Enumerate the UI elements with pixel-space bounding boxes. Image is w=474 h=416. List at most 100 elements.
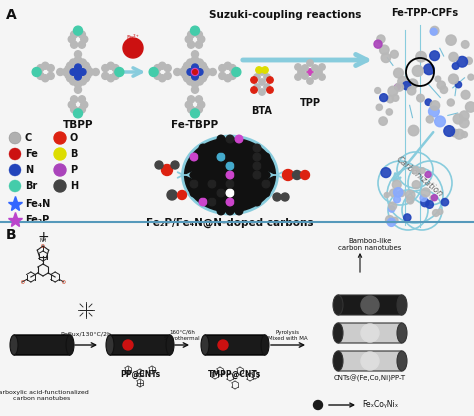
Circle shape <box>224 62 231 69</box>
Circle shape <box>264 74 270 80</box>
FancyBboxPatch shape <box>205 335 265 355</box>
Circle shape <box>199 162 207 170</box>
Circle shape <box>194 71 196 73</box>
Circle shape <box>188 41 195 48</box>
Circle shape <box>74 86 82 93</box>
Circle shape <box>47 72 54 79</box>
Circle shape <box>191 51 199 58</box>
Circle shape <box>195 106 202 113</box>
Circle shape <box>194 71 196 73</box>
Circle shape <box>217 180 225 188</box>
Circle shape <box>395 84 401 90</box>
Circle shape <box>204 69 211 76</box>
Circle shape <box>253 171 261 179</box>
Circle shape <box>408 125 419 136</box>
Circle shape <box>465 57 473 64</box>
Text: +: + <box>37 230 49 244</box>
Circle shape <box>35 69 42 76</box>
Text: Fe²⁺: Fe²⁺ <box>127 35 139 40</box>
Circle shape <box>295 74 301 80</box>
Circle shape <box>461 90 470 99</box>
Text: N: N <box>25 165 33 175</box>
Circle shape <box>217 135 225 143</box>
Circle shape <box>208 189 216 197</box>
Text: TBPP: TBPP <box>63 120 93 130</box>
Circle shape <box>262 162 270 170</box>
Circle shape <box>194 71 196 73</box>
Circle shape <box>398 77 408 87</box>
Ellipse shape <box>397 323 407 343</box>
Circle shape <box>244 144 252 152</box>
Circle shape <box>398 190 405 197</box>
Circle shape <box>154 72 161 79</box>
FancyBboxPatch shape <box>338 323 402 343</box>
Circle shape <box>295 64 301 70</box>
Circle shape <box>408 79 418 89</box>
Circle shape <box>65 65 73 72</box>
Circle shape <box>78 96 85 103</box>
Circle shape <box>164 64 171 72</box>
Circle shape <box>312 73 318 79</box>
Circle shape <box>190 162 198 170</box>
Text: PP@CNTs: PP@CNTs <box>120 370 160 379</box>
Circle shape <box>468 74 474 80</box>
Circle shape <box>208 198 216 206</box>
Circle shape <box>191 108 199 115</box>
Circle shape <box>232 67 241 77</box>
Circle shape <box>62 69 69 76</box>
Ellipse shape <box>261 335 269 355</box>
Circle shape <box>159 75 166 82</box>
Text: Fe: Fe <box>25 149 38 159</box>
Circle shape <box>316 69 322 75</box>
Circle shape <box>430 51 439 61</box>
Circle shape <box>201 65 208 72</box>
Text: B: B <box>70 149 77 159</box>
Circle shape <box>208 144 216 152</box>
Circle shape <box>54 148 66 160</box>
Circle shape <box>312 65 318 71</box>
Circle shape <box>82 62 90 69</box>
Circle shape <box>77 71 79 73</box>
Text: C: C <box>25 133 32 143</box>
Circle shape <box>437 81 446 89</box>
Circle shape <box>395 83 403 91</box>
Circle shape <box>441 198 448 206</box>
Circle shape <box>452 63 459 69</box>
FancyBboxPatch shape <box>338 295 402 315</box>
Circle shape <box>453 114 463 124</box>
Circle shape <box>412 166 419 174</box>
Circle shape <box>438 209 443 214</box>
Circle shape <box>199 171 207 179</box>
Circle shape <box>37 64 44 72</box>
Circle shape <box>70 69 77 75</box>
Circle shape <box>219 72 226 79</box>
Circle shape <box>235 144 243 152</box>
Circle shape <box>196 78 203 85</box>
Circle shape <box>199 180 207 188</box>
Circle shape <box>425 171 431 178</box>
Circle shape <box>74 56 82 63</box>
Circle shape <box>226 162 234 170</box>
Circle shape <box>208 171 216 179</box>
Text: CNTs@(Fe,Co,Ni)PP-T: CNTs@(Fe,Co,Ni)PP-T <box>334 375 406 382</box>
Circle shape <box>79 69 86 75</box>
Circle shape <box>199 198 207 206</box>
Circle shape <box>267 77 273 83</box>
Circle shape <box>195 31 202 38</box>
Circle shape <box>361 296 379 314</box>
Ellipse shape <box>333 323 343 343</box>
Circle shape <box>208 162 216 170</box>
Circle shape <box>191 26 200 35</box>
Circle shape <box>430 101 440 110</box>
Text: Br: Br <box>25 181 37 191</box>
Circle shape <box>262 171 270 179</box>
Circle shape <box>388 86 398 96</box>
Circle shape <box>235 180 243 188</box>
Circle shape <box>107 62 114 69</box>
Circle shape <box>235 198 243 206</box>
Circle shape <box>73 109 82 118</box>
Circle shape <box>162 164 173 176</box>
Circle shape <box>392 180 401 189</box>
Circle shape <box>195 41 202 48</box>
Circle shape <box>78 31 85 38</box>
